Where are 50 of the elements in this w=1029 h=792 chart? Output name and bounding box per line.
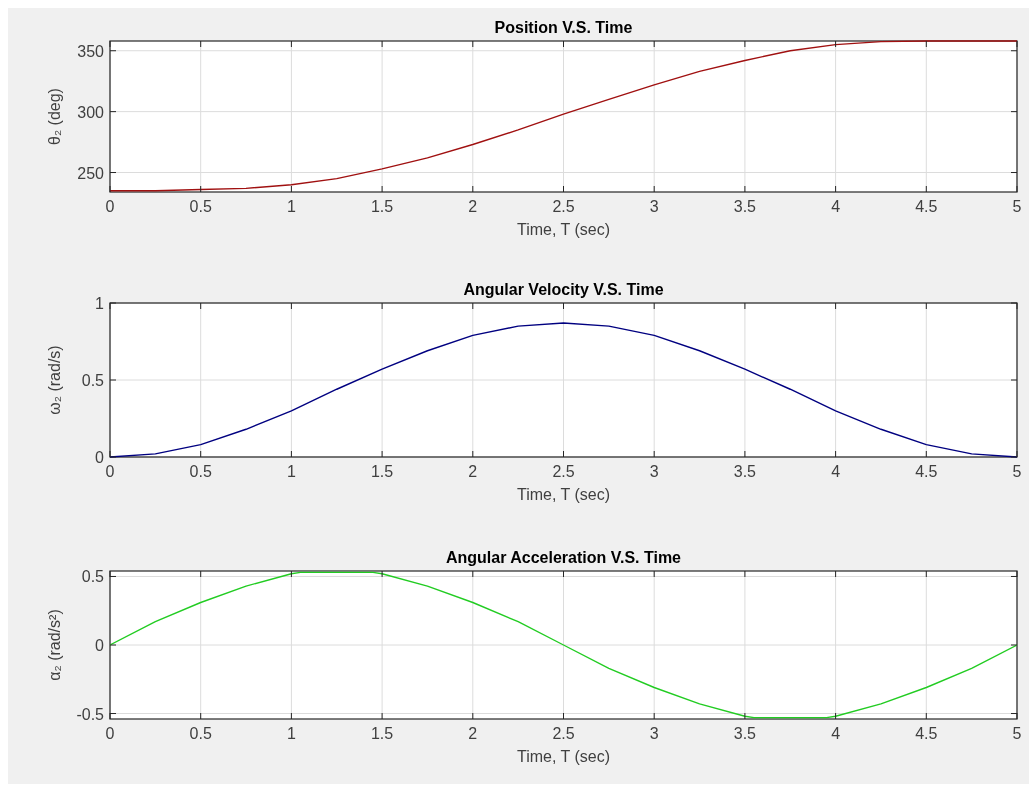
line-series [110,571,1017,719]
x-tick-label: 3.5 [733,463,757,480]
x-tick-label: 0.5 [189,463,212,480]
x-tick-label: 0.5 [189,198,212,215]
chart-title: Angular Velocity V.S. Time [463,281,664,298]
x-axis-title: Time, T (sec) [516,486,611,503]
x-tick-label: 5 [1012,725,1022,742]
y-tick-label: 350 [77,42,105,60]
x-tick-label: 2 [468,198,478,215]
x-tick-label: 3.5 [733,198,757,215]
x-tick-label: 1 [286,463,296,480]
x-tick-label: 1.5 [370,198,394,215]
x-tick-label: 5 [1012,463,1022,480]
x-tick-label: 4.5 [915,463,938,480]
chart-title: Angular Acceleration V.S. Time [445,549,682,566]
x-tick-label: 3 [649,198,659,215]
x-tick-label: 0.5 [189,725,212,742]
y-tick-label: 0 [95,637,105,654]
chart-title: Position V.S. Time [494,19,633,36]
x-tick-label: 4.5 [915,725,938,742]
x-tick-label: 2.5 [552,725,575,742]
y-axis-title: θ₂ (deg) [46,88,63,145]
y-axis-title: α₂ (rad/s²) [46,609,63,681]
x-tick-label: 1.5 [370,725,394,742]
x-tick-label: 1.5 [370,463,394,480]
x-tick-label: 4 [831,725,841,742]
x-tick-label: 3 [649,725,659,742]
y-tick-label: 0.5 [81,372,105,389]
x-tick-label: 2 [468,725,478,742]
x-tick-label: 1 [286,198,296,215]
y-tick-label: -0.5 [76,705,105,723]
x-axis-title: Time, T (sec) [516,221,611,238]
x-tick-label: 4.5 [915,198,938,215]
line-series [110,40,1017,192]
y-tick-label: 0.5 [81,568,105,586]
x-tick-label: 2.5 [552,198,575,215]
y-tick-label: 0 [95,449,105,466]
x-tick-label: 3 [649,463,659,480]
y-tick-label: 250 [77,164,105,182]
x-tick-label: 2.5 [552,463,575,480]
x-tick-label: 3.5 [733,725,757,742]
y-tick-label: 1 [95,295,105,312]
x-tick-label: 5 [1012,198,1022,215]
x-axis-title: Time, T (sec) [516,748,611,765]
y-axis-title: ω₂ (rad/s) [46,345,63,415]
x-tick-label: 1 [286,725,296,742]
x-tick-label: 4 [831,198,841,215]
x-tick-label: 2 [468,463,478,480]
y-tick-label: 300 [77,103,105,121]
x-tick-label: 4 [831,463,841,480]
